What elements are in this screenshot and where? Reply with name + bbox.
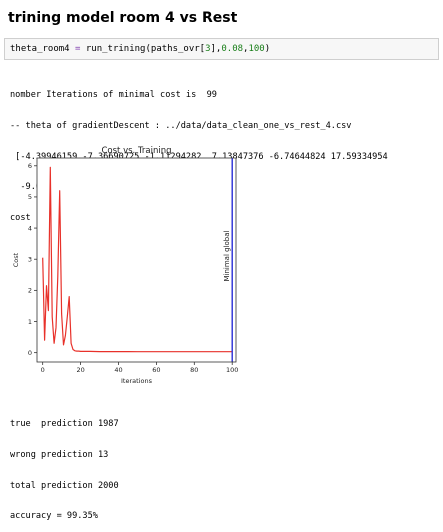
series-line-0 — [42, 166, 233, 353]
cell-output-results: true prediction 1987 wrong prediction 13… — [10, 399, 119, 532]
output-line: wrong prediction 13 — [10, 450, 109, 460]
plot-area — [37, 158, 236, 362]
y-tick-label: 3 — [28, 256, 32, 264]
y-tick-label: 2 — [28, 287, 32, 295]
cost-chart: Minimal global 0 20 40 60 80 100 0 1 2 3 4 5 6 Cost vs… — [12, 146, 238, 385]
y-tick-label: 5 — [28, 193, 32, 201]
output-line: accuracy = 99.35% — [10, 511, 98, 522]
code-function-name: run_trining — [85, 44, 146, 54]
output-line: nomber Iterations of minimal cost is 99 — [10, 90, 217, 101]
code-args-open: (paths_ovr[ — [145, 44, 206, 54]
chart-title: Cost vs. Training — [101, 146, 171, 156]
x-tick-label: 60 — [152, 366, 160, 374]
x-tick-label: 20 — [76, 366, 84, 374]
code-args-mid: ], — [210, 44, 222, 54]
x-tick-label: 100 — [226, 366, 238, 374]
x-axis-label: Iterations — [121, 377, 153, 385]
code-cell-input[interactable]: theta_room4 = run_trining(paths_ovr[3],0… — [4, 38, 439, 60]
output-line: -- theta of gradientDescent : ../data/da… — [10, 121, 352, 131]
code-index-number: 3 — [205, 44, 211, 54]
output-line: [-4.39946159 -7.36690725 -1.11294282 7.1… — [10, 151, 388, 162]
code-args-close: ) — [264, 44, 271, 54]
y-tick-label: 6 — [28, 162, 32, 170]
y-tick-label: 4 — [28, 224, 32, 232]
output-line: total prediction 2000 — [10, 480, 119, 491]
x-tick-label: 0 — [41, 366, 45, 374]
y-tick-label: 1 — [28, 318, 32, 326]
y-tick-label: 0 — [28, 349, 32, 357]
code-learning-rate: 0.08 — [221, 44, 244, 54]
code-iterations: 100 — [248, 44, 265, 54]
plot-frame — [36, 157, 237, 363]
section-heading: trining model room 4 vs Rest — [8, 10, 238, 26]
code-variable: theta_room4 — [10, 44, 70, 54]
minimal-global-label: Minimal global — [223, 230, 231, 281]
x-tick-label: 40 — [114, 366, 122, 374]
output-line: true prediction 1987 — [10, 419, 119, 430]
x-tick-label: 80 — [190, 366, 198, 374]
code-assign-operator: = — [69, 44, 86, 54]
y-axis-label: Cost — [12, 252, 20, 267]
code-args-comma: , — [243, 44, 249, 54]
